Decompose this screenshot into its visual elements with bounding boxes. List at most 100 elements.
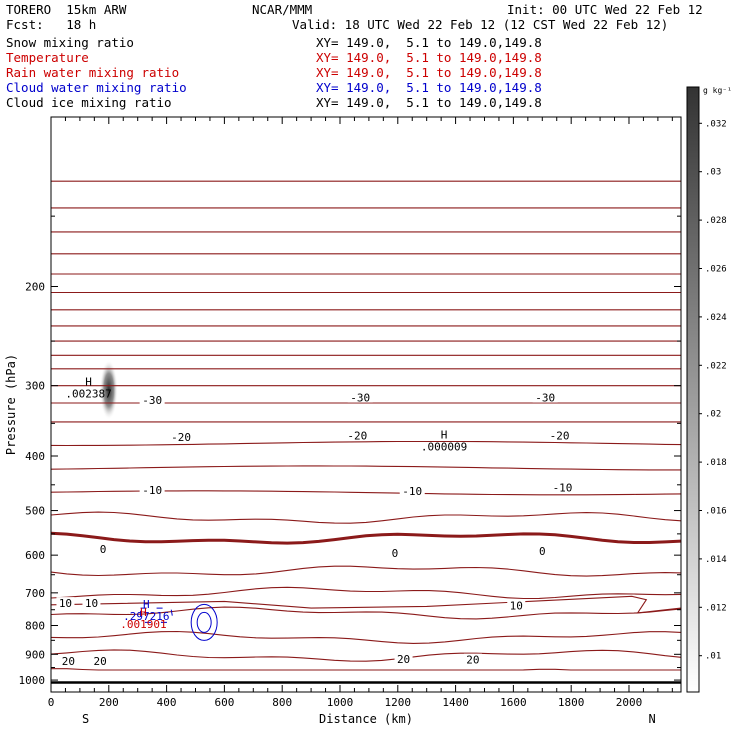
endpoint-right-label: N — [648, 712, 655, 726]
y-tick-label: 700 — [25, 587, 45, 600]
x-tick-label: 400 — [157, 696, 177, 709]
plot-frame — [50, 116, 682, 693]
max-marker-label: H — [85, 376, 92, 389]
temperature-contour-label: 10 — [85, 597, 98, 610]
contour-label-bg — [97, 542, 109, 554]
max-value-label: .001901 — [120, 618, 166, 631]
x-tick-label: 2000 — [616, 696, 643, 709]
temperature-contour-label: 10 — [59, 597, 72, 610]
snow-shading — [99, 359, 118, 420]
forecast-hour: Fcst: 18 h — [6, 17, 97, 32]
temperature-contour-label: -10 — [553, 482, 573, 495]
temperature-contour — [51, 668, 681, 671]
contour-label-bg — [463, 653, 482, 665]
contour-label-bg — [344, 429, 370, 441]
temperature-contour-label: 20 — [466, 654, 479, 667]
temperature-contour — [50, 565, 682, 577]
temperature-contour — [50, 531, 682, 545]
colorbar-tick-label: .022 — [705, 361, 727, 371]
y-axis-label: Pressure (hPa) — [4, 354, 18, 455]
contour-label-bg — [139, 393, 165, 405]
cloud-water-contour — [190, 603, 218, 641]
temperature-contour-label: 20 — [94, 655, 107, 668]
temperature-contour-label: -20 — [550, 430, 570, 443]
y-tick-label: 600 — [25, 549, 45, 562]
colorbar-tick-label: .016 — [705, 507, 727, 517]
colorbar-tick-label: .032 — [705, 119, 727, 129]
colorbar-tick-label: .01 — [705, 652, 721, 662]
contour-label-bg — [507, 599, 526, 611]
field-xy-cloud-water: XY= 149.0, 5.1 to 149.0,149.8 — [316, 80, 542, 95]
x-tick-label: 1600 — [500, 696, 527, 709]
field-xy-snow: XY= 149.0, 5.1 to 149.0,149.8 — [316, 35, 542, 50]
temperature-contour — [50, 630, 682, 644]
temperature-contour-label: 0 — [392, 547, 399, 560]
y-tick-label: 900 — [25, 648, 45, 661]
x-tick-label: 800 — [272, 696, 292, 709]
temperature-contour-label: -30 — [535, 392, 555, 405]
cloud-water-contour — [196, 611, 212, 633]
max-value-label: .000009 — [421, 441, 467, 454]
temperature-contour — [50, 511, 682, 524]
x-axis-label: Distance (km) — [319, 712, 413, 726]
colorbar-tick-label: .024 — [705, 313, 727, 323]
contour-label-bg — [91, 655, 110, 667]
contour-label-bg — [532, 391, 558, 403]
field-label-rain-water: Rain water mixing ratio — [6, 65, 180, 80]
x-tick-label: 1200 — [385, 696, 412, 709]
y-tick-label: 800 — [25, 620, 45, 633]
temperature-contour-label: -10 — [142, 484, 162, 497]
temperature-contour-label: 20 — [397, 653, 410, 666]
colorbar-tick-label: .012 — [705, 603, 727, 613]
x-tick-label: 1400 — [442, 696, 469, 709]
field-label-cloud-ice: Cloud ice mixing ratio — [6, 95, 172, 110]
model-title: TORERO 15km ARW — [6, 2, 127, 17]
colorbar-tick-label: .02 — [705, 410, 721, 420]
x-tick-label: 600 — [214, 696, 234, 709]
temperature-contour — [50, 649, 682, 662]
temperature-contour-label: -30 — [350, 392, 370, 405]
temperature-contour-label: -20 — [171, 431, 191, 444]
colorbar-tick-label: .026 — [705, 265, 727, 275]
contour-label-bg — [139, 484, 165, 496]
org-label: NCAR/MMM — [252, 2, 313, 17]
y-tick-label: 1000 — [19, 674, 46, 687]
y-tick-label: 300 — [25, 380, 45, 393]
init-time: Init: 00 UTC Wed 22 Feb 12 — [507, 2, 703, 17]
contour-label-bg — [536, 545, 548, 557]
x-tick-label: 200 — [99, 696, 119, 709]
max-marker-label: H — [441, 429, 448, 442]
x-tick-label: 1000 — [327, 696, 354, 709]
y-tick-label: 500 — [25, 505, 45, 518]
colorbar — [686, 86, 700, 693]
temperature-contour-label: -10 — [402, 485, 422, 498]
contour-label-bg — [347, 391, 373, 403]
y-tick-label: 400 — [25, 450, 45, 463]
field-label-snow: Snow mixing ratio — [6, 35, 134, 50]
temperature-contour-label: 20 — [62, 655, 75, 668]
valid-time: Valid: 18 UTC Wed 22 Feb 12 (12 CST Wed … — [292, 17, 669, 32]
field-label-cloud-water: Cloud water mixing ratio — [6, 80, 187, 95]
contour-label-bg — [394, 653, 413, 665]
x-tick-label: 1800 — [558, 696, 585, 709]
field-label-temperature: Temperature — [6, 50, 89, 65]
temperature-contour — [50, 440, 682, 447]
contour-label-bg — [399, 485, 425, 497]
temperature-contour-label: -30 — [142, 394, 162, 407]
contour-label-bg — [82, 597, 101, 609]
temperature-contour-label: 0 — [100, 543, 107, 556]
colorbar-tick-label: .028 — [705, 216, 727, 226]
temperature-contour-label: 0 — [539, 545, 546, 558]
temperature-contour-label: 10 — [510, 599, 523, 612]
temperature-contour — [50, 595, 682, 614]
y-tick-label: 200 — [25, 281, 45, 294]
x-tick-label: 0 — [48, 696, 55, 709]
temperature-contour — [50, 606, 682, 620]
max-value-label: .002387 — [65, 388, 111, 401]
max-marker-label: H — [143, 598, 150, 611]
max-value-label: .297216 — [123, 610, 169, 623]
colorbar-tick-label: .03 — [705, 168, 721, 178]
field-xy-rain-water: XY= 149.0, 5.1 to 149.0,149.8 — [316, 65, 542, 80]
max-marker-label: H — [140, 606, 147, 619]
